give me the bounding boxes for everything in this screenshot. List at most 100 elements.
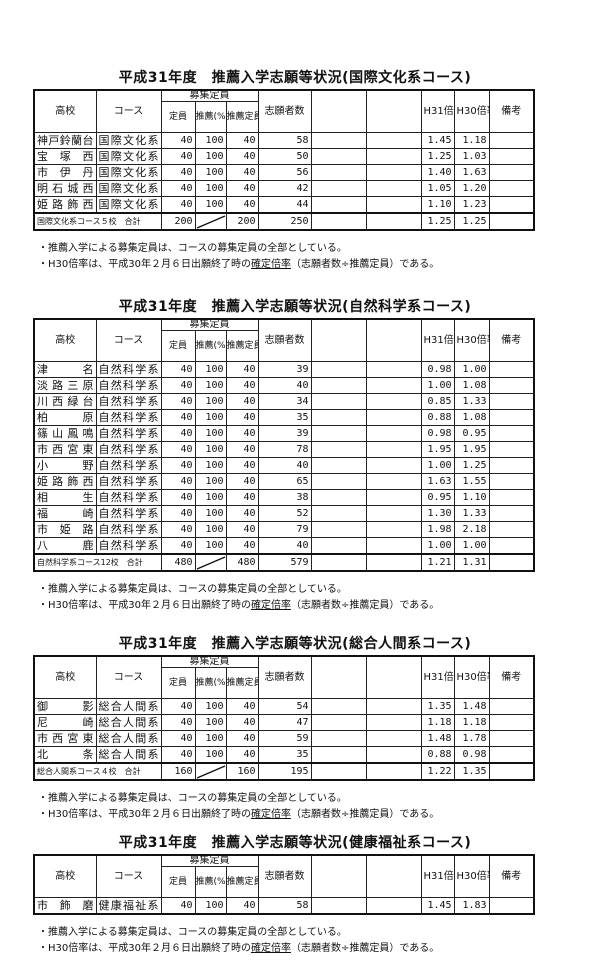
recommend-capacity: 40 (225, 196, 259, 214)
recommend-percent: 100 (194, 897, 227, 915)
blank-cell (365, 714, 422, 731)
school-name: 北条 (33, 746, 97, 764)
applicants: 44 (257, 196, 312, 214)
table-header: 高校コース募集定員志願者数H31倍率H30倍率備考定員推薦(%)推薦定員 (33, 89, 535, 133)
blank-cell (310, 425, 367, 442)
recommend-percent: 100 (194, 409, 227, 426)
table-row: 相生 自然科学系 40 100 40 38 0.95 1.10 (33, 489, 535, 506)
recommend-capacity: 40 (225, 409, 259, 426)
blank-cell (310, 698, 367, 715)
capacity: 40 (160, 425, 196, 442)
h31-ratio: 1.45 (420, 897, 455, 915)
applicants: 40 (257, 457, 312, 474)
applicants: 40 (257, 377, 312, 394)
note-text: ・H30倍率は、平成30年２月６日出願終了時の (38, 259, 251, 270)
h30-ratio: 1.08 (453, 409, 490, 426)
remarks-cell (488, 377, 535, 394)
h31-ratio: 0.88 (420, 409, 455, 426)
blank-cell (365, 164, 422, 181)
recommend-percent: 100 (194, 698, 227, 715)
header-school: 高校 (33, 89, 97, 133)
table-header: 高校コース募集定員志願者数H31倍率H30倍率備考定員推薦(%)推薦定員 (33, 854, 535, 898)
recommend-percent: 100 (194, 473, 227, 490)
table-row: 尼崎 総合人間系 40 100 40 47 1.18 1.18 (33, 714, 535, 731)
blank-cell (365, 132, 422, 149)
h30-ratio: 1.00 (453, 361, 490, 378)
blank-cell (365, 393, 422, 410)
total-recommend-capacity: 160 (225, 762, 259, 781)
header-recommend-percent: 推薦(%) (194, 667, 227, 699)
header-remarks: 備考 (488, 854, 535, 898)
applications-table: 高校コース募集定員志願者数H31倍率H30倍率備考定員推薦(%)推薦定員津名自然… (33, 318, 536, 572)
blank-cell (310, 473, 367, 490)
capacity: 40 (160, 521, 196, 538)
h30-ratio: 1.18 (453, 132, 490, 149)
applications-table: 高校コース募集定員志願者数H31倍率H30倍率備考定員推薦(%)推薦定員市飾磨健… (33, 854, 536, 915)
total-h31-ratio: 1.25 (420, 212, 455, 231)
remarks-cell (488, 393, 535, 410)
school-name: 八鹿 (33, 537, 97, 555)
remarks-cell (488, 441, 535, 458)
blank-cell (310, 180, 367, 197)
header-school: 高校 (33, 655, 97, 699)
blank-cell (310, 505, 367, 522)
capacity: 40 (160, 409, 196, 426)
capacity: 40 (160, 441, 196, 458)
recommend-percent: 100 (194, 132, 227, 149)
header-recruit-capacity: 募集定員 (160, 89, 259, 102)
capacity: 40 (160, 361, 196, 378)
table-row: 津名 自然科学系 40 100 40 39 0.98 1.00 (33, 361, 535, 378)
h30-ratio: 1.78 (453, 730, 490, 747)
applicants: 78 (257, 441, 312, 458)
recommend-capacity: 40 (225, 164, 259, 181)
remarks-cell (488, 521, 535, 538)
table-row: 明石城西 国際文化系 40 100 40 42 1.05 1.20 (33, 180, 535, 197)
recommend-capacity: 40 (225, 441, 259, 458)
blank-cell (365, 698, 422, 715)
h31-ratio: 0.85 (420, 393, 455, 410)
capacity: 40 (160, 730, 196, 747)
recommend-percent: 100 (194, 393, 227, 410)
total-label: 国際文化系コース５校 合計 (33, 212, 162, 231)
recommend-capacity: 40 (225, 425, 259, 442)
table-row: 御影 総合人間系 40 100 40 54 1.35 1.48 (33, 698, 535, 715)
school-name: 市西宮東 (33, 441, 97, 458)
h31-ratio: 1.00 (420, 377, 455, 394)
applicants: 35 (257, 409, 312, 426)
blank-cell (365, 762, 422, 781)
h30-ratio: 1.03 (453, 148, 490, 165)
capacity: 40 (160, 698, 196, 715)
h30-ratio: 1.33 (453, 505, 490, 522)
recommend-percent: 100 (194, 457, 227, 474)
header-school: 高校 (33, 318, 97, 362)
capacity: 40 (160, 746, 196, 764)
header-recruit-capacity: 募集定員 (160, 318, 259, 331)
h30-ratio: 1.95 (453, 441, 490, 458)
header-applicants: 志願者数 (257, 89, 312, 133)
header-recommend-capacity: 推薦定員 (225, 866, 259, 898)
recommend-percent: 100 (194, 377, 227, 394)
header-blank (365, 854, 422, 898)
remarks-cell (488, 537, 535, 555)
h31-ratio: 0.98 (420, 425, 455, 442)
blank-cell (310, 553, 367, 572)
header-h31-ratio: H31倍率 (420, 318, 455, 362)
total-label: 自然科学系コース12校 合計 (33, 553, 162, 572)
total-applicants: 195 (257, 762, 312, 781)
recommend-capacity: 40 (225, 730, 259, 747)
total-capacity: 200 (160, 212, 196, 231)
h30-ratio: 1.55 (453, 473, 490, 490)
note-line: ・H30倍率は、平成30年２月６日出願終了時の確定倍率（志願者数÷推薦定員）であ… (38, 807, 439, 823)
blank-cell (310, 746, 367, 764)
course-name: 自然科学系 (95, 457, 162, 474)
school-name: 市飾磨 (33, 897, 97, 915)
blank-cell (365, 409, 422, 426)
h30-ratio: 1.20 (453, 180, 490, 197)
header-applicants: 志願者数 (257, 318, 312, 362)
header-course: コース (95, 854, 162, 898)
blank-cell (310, 714, 367, 731)
header-recommend-capacity: 推薦定員 (225, 330, 259, 362)
section-title: 平成31年度 推薦入学志願等状況(健康福祉系コース) (118, 835, 472, 851)
